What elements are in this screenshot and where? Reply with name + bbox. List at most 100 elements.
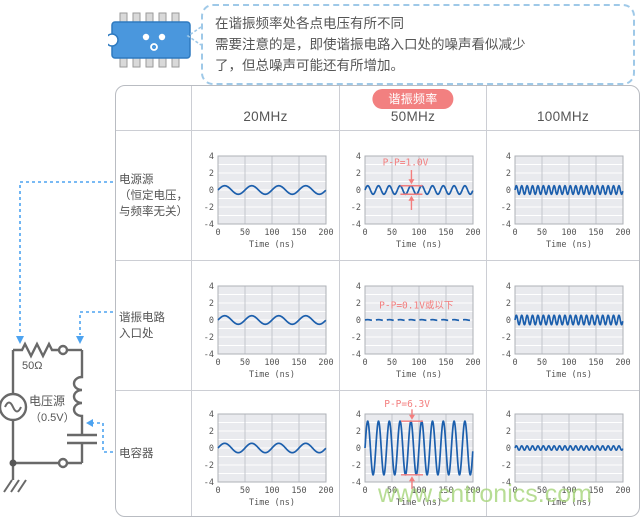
svg-text:100: 100	[411, 486, 426, 496]
svg-text:2: 2	[208, 169, 213, 179]
svg-text:100: 100	[264, 228, 279, 238]
svg-text:50: 50	[537, 486, 547, 496]
inductor	[72, 350, 84, 435]
row-header-circuit-entry: 谐振电路 入口处	[116, 261, 192, 391]
speech-bubble: 在谐振频率处各点电压有所不同 需要注意的是，即使谐振电路入口处的噪声看似减少 了…	[201, 4, 635, 85]
watermark: www.cntronics.com	[378, 480, 592, 508]
plot-cell-source-50mhz: 4 2 0 -2 -4 0 50 100 150 200 Time (ns) P-P=1.0V	[340, 131, 487, 261]
svg-text:0: 0	[362, 486, 367, 496]
svg-text:50: 50	[387, 358, 397, 368]
svg-text:Time (ns): Time (ns)	[248, 370, 294, 380]
svg-text:50: 50	[387, 228, 397, 238]
node-entry	[57, 344, 69, 356]
svg-text:4: 4	[208, 410, 213, 420]
probe-arrow-capacitor	[86, 419, 93, 427]
svg-text:-4: -4	[501, 220, 511, 230]
col-header-50mhz: 谐振频率 50MHz	[340, 86, 487, 131]
probe-connector-lines	[19, 181, 113, 453]
svg-text:150: 150	[588, 358, 603, 368]
svg-text:-4: -4	[501, 478, 511, 488]
col-header-100mhz: 100MHz	[487, 86, 639, 131]
svg-text:-4: -4	[351, 220, 361, 230]
capacitor	[67, 433, 97, 463]
svg-text:100: 100	[561, 228, 576, 238]
probe-arrow-source	[16, 336, 24, 344]
svg-text:Time (ns): Time (ns)	[546, 498, 592, 508]
svg-text:200: 200	[615, 228, 630, 238]
svg-text:2: 2	[208, 427, 213, 437]
svg-text:150: 150	[291, 228, 306, 238]
svg-text:0: 0	[356, 186, 361, 196]
resonance-frequency-badge: 谐振频率	[372, 89, 454, 109]
plot-cell-capacitor-50mhz: 4 2 0 -2 -4 0 50 100 150 200 Time (ns) P-P=6.3V	[340, 391, 487, 516]
svg-text:0: 0	[512, 228, 517, 238]
probe-arrow-entry	[76, 336, 84, 344]
svg-text:0: 0	[506, 444, 511, 454]
svg-text:200: 200	[615, 486, 630, 496]
svg-text:150: 150	[291, 486, 306, 496]
row-header-power-source: 电源源 （恒定电压， 与频率无关）	[116, 131, 192, 261]
svg-text:150: 150	[438, 486, 453, 496]
svg-text:0: 0	[506, 186, 511, 196]
svg-text:-2: -2	[501, 333, 511, 343]
col-header-50mhz-label: 50MHz	[390, 109, 436, 124]
svg-text:Time (ns): Time (ns)	[248, 498, 294, 508]
plot-cell-entry-100mhz: 4 2 0 -2 -4 0 50 100 150 200 Time (ns)	[487, 261, 639, 391]
svg-text:2: 2	[208, 299, 213, 309]
svg-text:50: 50	[239, 486, 249, 496]
waveform-table: 20MHz 谐振频率 50MHz 100MHz 电源源 （恒定电压， 与频率无关…	[115, 85, 640, 517]
svg-text:2: 2	[506, 427, 511, 437]
svg-text:50: 50	[239, 358, 249, 368]
svg-text:-2: -2	[351, 333, 361, 343]
svg-text:150: 150	[588, 486, 603, 496]
svg-text:200: 200	[318, 486, 333, 496]
svg-text:Time (ns): Time (ns)	[396, 370, 442, 380]
svg-text:-2: -2	[203, 333, 213, 343]
svg-text:100: 100	[561, 486, 576, 496]
svg-text:-4: -4	[203, 220, 213, 230]
svg-text:0: 0	[356, 316, 361, 326]
circuit-diagram: 50Ω 电压源 （0.5V）	[0, 181, 113, 493]
bubble-line: 在谐振频率处各点电压有所不同	[215, 16, 404, 31]
source-label: 电压源	[29, 394, 65, 408]
svg-text:0: 0	[208, 316, 213, 326]
svg-text:0: 0	[362, 358, 367, 368]
svg-text:200: 200	[465, 358, 480, 368]
pp-annotation: P-P=6.3V	[384, 398, 430, 409]
svg-text:4: 4	[356, 282, 361, 292]
svg-text:4: 4	[506, 282, 511, 292]
svg-text:-2: -2	[351, 203, 361, 213]
svg-text:0: 0	[512, 358, 517, 368]
svg-text:150: 150	[438, 358, 453, 368]
svg-text:4: 4	[356, 410, 361, 420]
svg-text:2: 2	[356, 169, 361, 179]
col-header-20mhz: 20MHz	[192, 86, 340, 131]
svg-text:100: 100	[264, 486, 279, 496]
svg-text:-2: -2	[501, 461, 511, 471]
svg-text:-2: -2	[203, 461, 213, 471]
svg-text:200: 200	[318, 228, 333, 238]
svg-text:0: 0	[208, 444, 213, 454]
svg-text:4: 4	[208, 282, 213, 292]
pp-annotation: P-P=0.1V或以下	[379, 299, 453, 311]
svg-text:-4: -4	[501, 350, 511, 360]
svg-text:200: 200	[318, 358, 333, 368]
svg-text:150: 150	[588, 228, 603, 238]
svg-text:2: 2	[506, 169, 511, 179]
svg-text:2: 2	[356, 299, 361, 309]
svg-text:4: 4	[506, 152, 511, 162]
svg-text:0: 0	[506, 316, 511, 326]
resistor-label: 50Ω	[22, 360, 42, 372]
svg-text:-4: -4	[351, 478, 361, 488]
svg-text:0: 0	[215, 358, 220, 368]
svg-text:-2: -2	[351, 461, 361, 471]
corner-cell	[116, 86, 192, 131]
